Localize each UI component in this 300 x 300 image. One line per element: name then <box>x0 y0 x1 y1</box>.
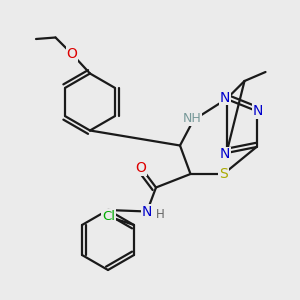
Text: N: N <box>253 104 263 118</box>
Text: N: N <box>220 91 230 104</box>
Text: S: S <box>219 167 228 181</box>
Text: O: O <box>136 161 146 175</box>
Text: N: N <box>142 205 152 218</box>
Text: N: N <box>220 148 230 161</box>
Text: H: H <box>156 208 165 221</box>
Text: NH: NH <box>183 112 201 125</box>
Text: Cl: Cl <box>102 209 115 223</box>
Text: O: O <box>67 47 77 61</box>
